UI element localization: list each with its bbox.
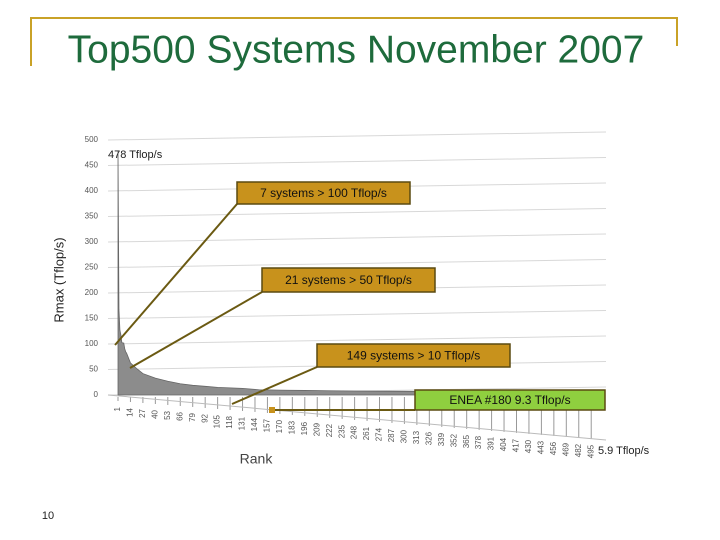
x-tick-label: 287 (387, 428, 396, 442)
x-tick-label: 66 (175, 411, 184, 420)
page-number: 10 (42, 510, 54, 522)
x-axis-label: Rank (240, 451, 274, 467)
y-tick-label: 0 (94, 390, 99, 399)
x-tick-label: 235 (337, 424, 346, 438)
leader-line (231, 366, 318, 405)
annotation: 478 Tflop/s (108, 149, 163, 161)
x-tick-label: 274 (375, 427, 384, 441)
y-tick-label: 450 (85, 161, 99, 170)
grid-line (107, 131, 607, 141)
annotation: 149 systems > 10 Tflop/s (347, 349, 481, 363)
y-tick-label: 50 (89, 365, 98, 374)
y-tick-label: 400 (85, 186, 99, 195)
x-tick-label: 300 (400, 429, 409, 443)
annotation-box (414, 389, 606, 411)
x-tick-label: 404 (499, 437, 508, 451)
grid-line (107, 335, 607, 345)
leader-line (114, 203, 238, 346)
annotation-box (316, 343, 511, 368)
x-tick-label: 209 (312, 422, 321, 436)
x-tick-label: 92 (200, 413, 209, 422)
x-tick-label: 313 (412, 430, 421, 444)
x-tick-label: 40 (150, 409, 159, 418)
x-tick-label: 417 (512, 438, 521, 452)
x-tick-label: 53 (163, 410, 172, 419)
x-tick-label: 196 (300, 421, 309, 435)
y-tick-label: 300 (85, 237, 99, 246)
x-tick-label: 118 (225, 415, 234, 428)
y-tick-label: 150 (85, 314, 99, 323)
x-tick-label: 144 (250, 417, 259, 431)
x-tick-label: 131 (238, 416, 247, 430)
x-tick-label: 157 (263, 418, 272, 432)
annotation: ENEA #180 9.3 Tflop/s (449, 393, 570, 407)
grid-line (107, 208, 607, 217)
x-tick-label: 248 (350, 425, 359, 439)
x-tick-label: 365 (462, 434, 471, 448)
x-tick-label: 391 (487, 436, 496, 450)
y-tick-label: 100 (85, 339, 99, 348)
y-tick-label: 250 (85, 263, 99, 272)
x-tick-label: 1 (113, 406, 122, 411)
x-tick-label: 326 (424, 431, 433, 445)
annotation: 7 systems > 100 Tflop/s (260, 186, 387, 200)
x-tick-label: 261 (362, 426, 371, 440)
x-tick-label: 430 (524, 439, 533, 453)
annotation: 21 systems > 50 Tflop/s (285, 273, 412, 287)
marker (269, 407, 275, 413)
y-tick-label: 500 (85, 135, 99, 144)
x-tick-label: 27 (138, 408, 147, 417)
x-tick-label: 170 (275, 419, 284, 433)
x-tick-label: 339 (437, 432, 446, 446)
y-axis-label: Rmax (Tflop/s) (51, 237, 66, 322)
annotation-box (236, 181, 411, 205)
x-tick-label: 222 (325, 423, 334, 437)
grid-line (107, 157, 607, 166)
leader-line (129, 291, 263, 369)
x-tick-label: 183 (287, 420, 296, 434)
x-tick-label: 79 (188, 412, 197, 421)
x-tick-label: 105 (213, 414, 222, 428)
y-tick-label: 200 (85, 288, 99, 297)
x-tick-label: 14 (126, 407, 135, 416)
annotation-box (261, 267, 436, 293)
x-tick-label: 495 (586, 444, 595, 458)
x-tick-label: 352 (449, 433, 458, 447)
annotation: 5.9 Tflop/s (598, 445, 650, 457)
x-tick-label: 469 (561, 442, 570, 456)
grid-line (107, 259, 607, 268)
x-tick-label: 378 (474, 435, 483, 449)
x-tick-label: 482 (574, 443, 583, 457)
slide-title: Top500 Systems November 2007 (68, 28, 645, 71)
grid-line (107, 233, 607, 243)
grid-line (107, 310, 607, 319)
y-tick-label: 350 (85, 212, 99, 221)
x-tick-label: 443 (537, 440, 546, 454)
x-axis (107, 394, 607, 441)
x-tick-label: 456 (549, 441, 558, 455)
